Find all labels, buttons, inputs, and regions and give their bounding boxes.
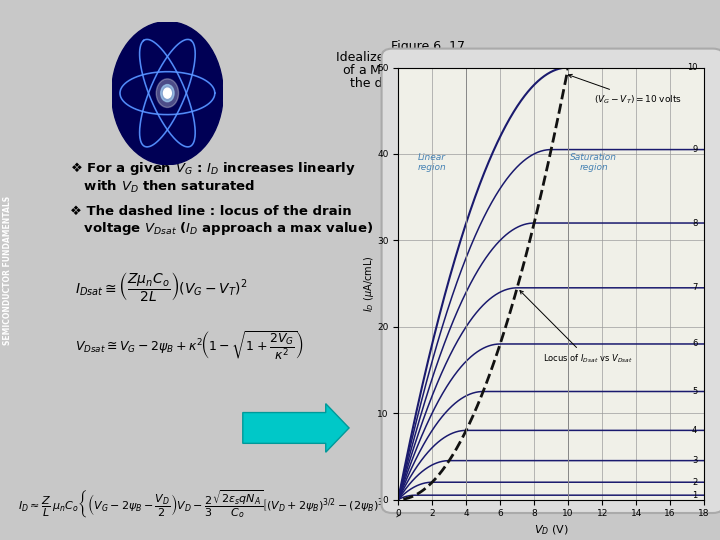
Text: 9: 9 [692,145,698,154]
Circle shape [161,85,174,102]
FancyArrow shape [243,403,349,452]
Text: SEMICONDUCTOR FUNDAMENTALS: SEMICONDUCTOR FUNDAMENTALS [4,195,12,345]
Circle shape [112,22,223,165]
Text: 6: 6 [692,340,698,348]
Text: 4: 4 [692,426,698,435]
Y-axis label: $I_D$ ($\mu$A/cmL): $I_D$ ($\mu$A/cmL) [361,255,376,312]
Text: 3: 3 [692,456,698,465]
Text: Linear
region: Linear region [418,153,446,172]
Text: $I_{Dsat} \cong \left(\dfrac{Z\mu_n C_o}{2L}\right)(V_G - V_T)^2$: $I_{Dsat} \cong \left(\dfrac{Z\mu_n C_o}… [75,270,248,303]
Text: Idealized drain characteristics: Idealized drain characteristics [336,51,524,64]
Text: 8: 8 [692,219,698,227]
Text: 5: 5 [692,387,698,396]
Text: Saturation
region: Saturation region [570,153,617,172]
Text: 1: 1 [692,491,698,500]
Text: ❖ For a given $V_G$ : $I_D$ increases linearly
   with $V_D$ then saturated: ❖ For a given $V_G$ : $I_D$ increases li… [70,160,356,195]
Text: constant.: constant. [401,91,459,104]
Text: 10: 10 [687,63,698,72]
Circle shape [163,88,171,98]
Text: the drain current remains: the drain current remains [350,77,510,90]
Text: 7: 7 [692,284,698,292]
Text: $I_D \approx \dfrac{Z}{L}\,\mu_n C_o \left\{\left(V_G - 2\psi_B - \dfrac{V_D}{2}: $I_D \approx \dfrac{Z}{L}\,\mu_n C_o \le… [18,488,404,520]
Text: $(V_G - V_T) = 10$ volts: $(V_G - V_T) = 10$ volts [568,75,682,105]
Text: Locus of $I_{Dsat}$ vs $V_{Dsat}$: Locus of $I_{Dsat}$ vs $V_{Dsat}$ [520,291,632,365]
Text: Figure 6. 17.: Figure 6. 17. [391,40,469,53]
Text: 2: 2 [692,478,698,487]
X-axis label: $V_D$ (V): $V_D$ (V) [534,524,569,537]
Text: $V_{Dsat} \cong V_G - 2\psi_B + \kappa^2\!\left(1 - \sqrt{1 + \dfrac{2V_G}{\kapp: $V_{Dsat} \cong V_G - 2\psi_B + \kappa^2… [75,330,304,363]
Text: of a MOSFET. For $V_D \geq V_{Dsat}$,: of a MOSFET. For $V_D \geq V_{Dsat}$, [342,63,518,79]
Text: ❖ The dashed line : locus of the drain
   voltage $V_{Dsat}$ ($I_D$ approach a m: ❖ The dashed line : locus of the drain v… [70,205,373,238]
Circle shape [156,79,179,107]
